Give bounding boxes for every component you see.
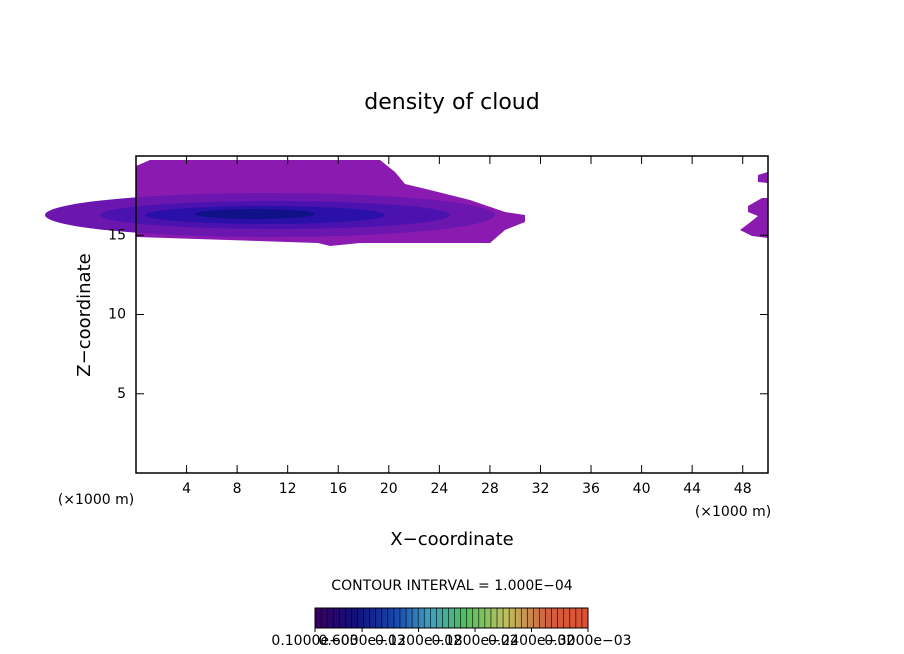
x-unit-label: (×1000 m)	[695, 504, 771, 520]
y-tick-label: 5	[117, 386, 126, 402]
contour-fill	[195, 209, 315, 219]
x-tick-label: 32	[532, 481, 550, 497]
y-axis-label: Z−coordinate	[74, 253, 95, 376]
contour-fill	[758, 172, 768, 183]
colorbar-tick-label: 0.1200e−02	[375, 633, 462, 649]
x-tick-label: 36	[582, 481, 600, 497]
x-tick-label: 40	[633, 481, 651, 497]
contour-fills	[45, 160, 768, 246]
colorbar-tick-label: 0.1800e−02	[431, 633, 518, 649]
colorbar	[314, 607, 589, 629]
x-tick-label: 44	[683, 481, 701, 497]
colorbar-tick-label: 0.2400e−02	[488, 633, 575, 649]
x-tick-label: 16	[329, 481, 347, 497]
contour-fill	[740, 198, 768, 238]
x-tick-label: 4	[182, 481, 191, 497]
y-unit-label: (×1000 m)	[58, 492, 134, 508]
x-tick-label: 48	[734, 481, 752, 497]
y-tick-label: 10	[108, 307, 126, 323]
y-tick-label: 15	[108, 227, 126, 243]
colorbar-tick-label: 0.6000e−03	[318, 633, 405, 649]
x-tick-label: 8	[233, 481, 242, 497]
x-tick-label: 24	[430, 481, 448, 497]
colorbar-tick-label: 0.1000e−03	[271, 633, 358, 649]
x-tick-label: 12	[279, 481, 297, 497]
x-tick-label: 28	[481, 481, 499, 497]
contour-interval: CONTOUR INTERVAL = 1.000E−04	[331, 578, 572, 594]
colorbar-tick-label: 0.3000e−03	[544, 633, 631, 649]
chart-title: density of cloud	[364, 90, 539, 115]
x-tick-label: 20	[380, 481, 398, 497]
x-axis-label: X−coordinate	[390, 529, 513, 550]
